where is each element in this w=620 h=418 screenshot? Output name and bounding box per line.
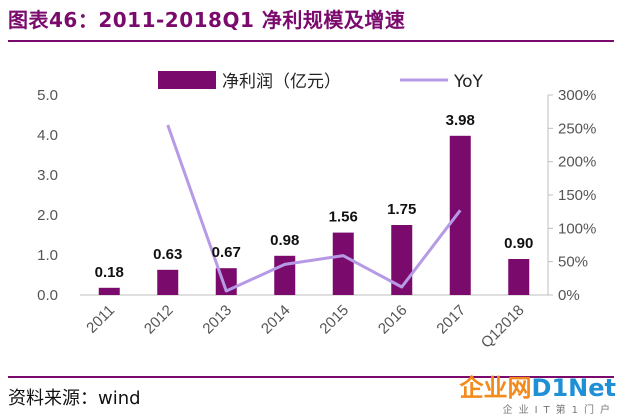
bar <box>449 135 471 295</box>
data-label: 1.56 <box>329 209 358 226</box>
title-divider <box>8 40 614 42</box>
x-tick-label: 2015 <box>316 302 352 338</box>
data-labels: 0.18 0.63 0.67 0.98 1.56 1.75 3.98 0.90 <box>95 112 534 281</box>
y-axis-left: 0.0 1.0 2.0 3.0 4.0 5.0 <box>37 87 58 304</box>
x-tick-label: 2016 <box>375 302 411 338</box>
x-tick-label: 2012 <box>141 302 177 338</box>
legend: 净利润（亿元） YoY <box>158 71 484 92</box>
x-tick-label: 2013 <box>199 302 235 338</box>
y-tick-left: 0.0 <box>37 287 58 304</box>
bar <box>508 259 530 295</box>
y-tick-right: 0% <box>558 287 580 304</box>
bar <box>98 287 120 295</box>
data-label: 0.90 <box>504 235 533 252</box>
x-tick-label: Q12018 <box>478 302 528 352</box>
x-tick-label: 2014 <box>258 302 294 338</box>
chart-title: 图表46：2011-2018Q1 净利规模及增速 <box>8 8 406 32</box>
y-tick-left: 2.0 <box>37 207 58 224</box>
line-series <box>166 124 462 293</box>
data-label: 0.18 <box>95 264 124 281</box>
y-axis-right: 0% 50% 100% 150% 200% 250% 300% <box>547 87 596 304</box>
data-label: 0.63 <box>153 246 182 263</box>
bar-series <box>98 135 530 295</box>
bar <box>332 232 354 295</box>
data-label: 0.98 <box>270 232 299 249</box>
y-tick-right: 250% <box>558 120 596 137</box>
y-tick-right: 150% <box>558 187 596 204</box>
source-note: 资料来源：wind <box>8 388 141 409</box>
data-label: 0.67 <box>212 244 241 261</box>
y-tick-left: 3.0 <box>37 167 58 184</box>
yoy-line <box>166 124 462 293</box>
watermark-subtitle: 企业IT第1门户 <box>502 405 616 416</box>
x-axis-ticks: 2011 2012 2013 2014 2015 2016 2017 Q12018 <box>83 302 527 352</box>
source-divider <box>8 376 614 378</box>
x-tick-label: 2017 <box>433 302 469 338</box>
y-tick-right: 100% <box>558 220 596 237</box>
y-tick-left: 4.0 <box>37 127 58 144</box>
y-tick-right: 200% <box>558 154 596 171</box>
x-tick-label: 2011 <box>83 302 118 337</box>
data-label: 1.75 <box>387 201 416 218</box>
legend-label-bar: 净利润（亿元） <box>222 72 341 92</box>
y-tick-left: 1.0 <box>37 247 58 264</box>
y-tick-right: 300% <box>558 87 596 104</box>
watermark: 企业网D1Net 企业IT第1门户 <box>460 375 616 416</box>
bar <box>274 255 296 295</box>
legend-swatch-bar <box>158 71 216 89</box>
bar <box>391 225 413 295</box>
data-label: 3.98 <box>446 112 475 129</box>
watermark-logo: 企业网D1Net <box>459 374 616 402</box>
bar <box>157 269 179 295</box>
y-tick-right: 50% <box>558 254 588 271</box>
legend-label-line: YoY <box>453 72 484 92</box>
y-tick-left: 5.0 <box>37 87 58 104</box>
